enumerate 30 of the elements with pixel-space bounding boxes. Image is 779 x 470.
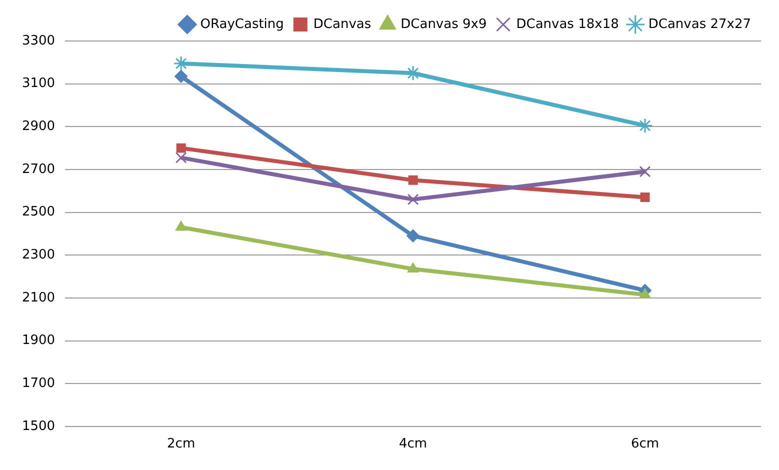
point	[639, 288, 651, 298]
point	[406, 229, 420, 242]
point	[407, 262, 419, 273]
y-tick-label: 1700	[22, 376, 56, 391]
point	[640, 192, 650, 202]
point	[174, 70, 188, 83]
y-tick-label: 1500	[22, 418, 56, 434]
legend-label: DCanvas 9x9	[400, 16, 487, 32]
point	[407, 194, 419, 206]
legend-label: DCanvas	[313, 16, 372, 32]
point	[408, 175, 418, 185]
y-tick-label: 3100	[22, 76, 56, 92]
legend-label: DCanvas 18x18	[516, 16, 619, 32]
y-tick-label: 2900	[22, 119, 56, 134]
legend-label: DCanvas 27x27	[648, 16, 752, 32]
point	[176, 143, 186, 153]
y-tick-label: 2500	[22, 204, 56, 220]
x-tick-label: 2cm	[167, 436, 196, 452]
y-tick-label: 1900	[22, 333, 56, 348]
y-tick-label: 3300	[22, 33, 56, 48]
point	[637, 118, 653, 134]
y-tick-label: 2300	[22, 247, 56, 262]
legend-label: ORayCasting	[200, 16, 284, 32]
x-tick-label: 6cm	[630, 436, 660, 452]
point	[639, 166, 651, 178]
point	[175, 152, 187, 164]
x-tick-label: 4cm	[398, 436, 428, 452]
y-tick-label: 2100	[22, 290, 56, 306]
point	[175, 220, 187, 231]
y-tick-label: 2700	[22, 162, 56, 177]
